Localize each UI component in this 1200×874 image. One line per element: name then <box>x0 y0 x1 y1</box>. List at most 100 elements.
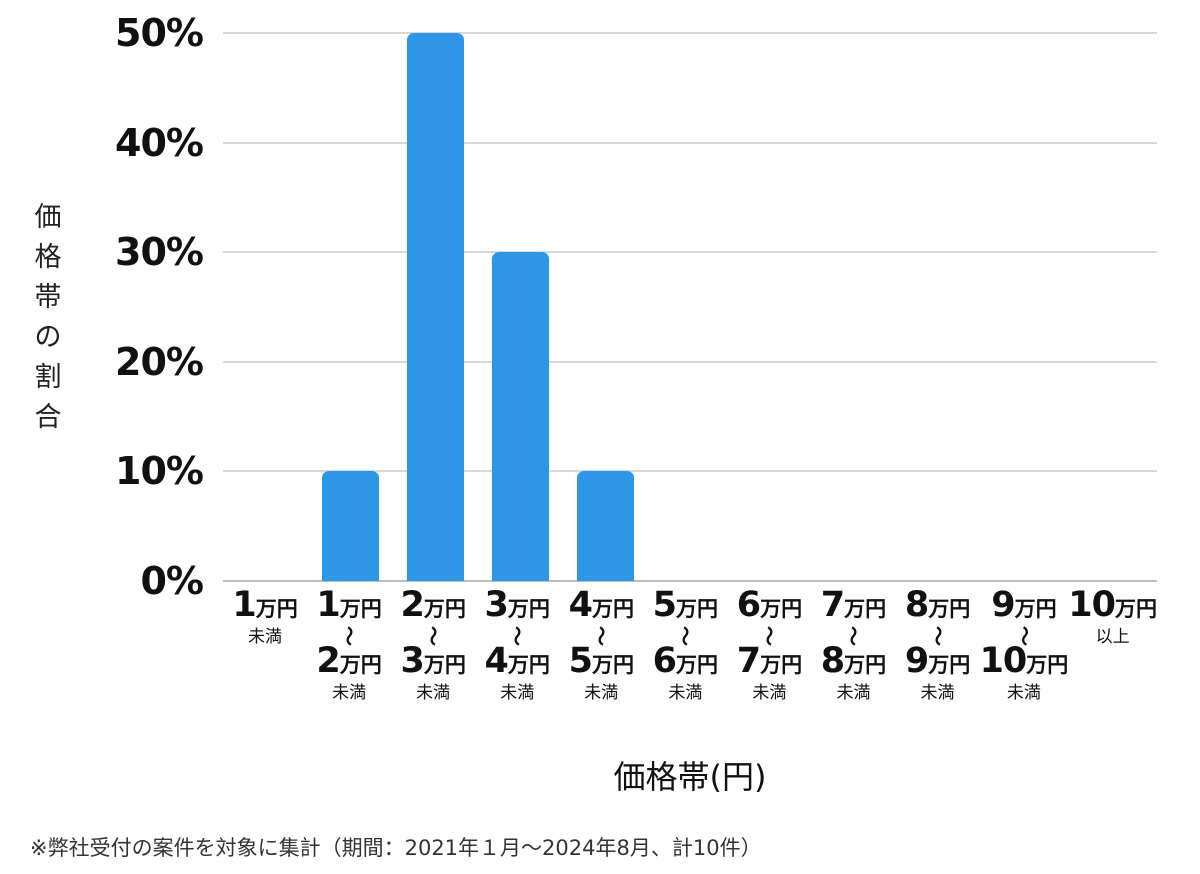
x-label-suffix: 未満 <box>668 683 703 703</box>
bar <box>321 471 379 581</box>
bar <box>406 33 464 581</box>
y-tick-label: 30% <box>115 230 204 275</box>
x-label-number: 3 <box>400 641 424 681</box>
x-label-line: 4万円 <box>559 588 643 626</box>
gridline <box>223 141 1157 144</box>
x-label-unit: 万円 <box>1026 653 1069 677</box>
gridline <box>223 360 1157 363</box>
x-label-suffix: 未満 <box>416 683 451 703</box>
y-axis-title-char: 帯 <box>34 282 62 313</box>
x-label-unit: 万円 <box>255 597 298 621</box>
x-label-line: 2万円 <box>307 644 391 682</box>
y-axis-title-char: 割 <box>34 362 62 393</box>
y-tick-label: 40% <box>115 120 204 165</box>
x-label-number: 6 <box>736 585 761 625</box>
x-label-number: 10 <box>1068 585 1116 625</box>
x-label-tilde: 〜 <box>421 626 446 646</box>
x-label-number: 4 <box>484 641 509 681</box>
x-label-unit: 万円 <box>760 597 803 621</box>
y-tick-label: 10% <box>115 449 204 494</box>
x-label-line: 6万円 <box>727 588 811 626</box>
y-tick-label: 0% <box>140 559 204 603</box>
x-axis-title: 価格帯(円) <box>613 758 767 796</box>
x-label-unit: 万円 <box>1115 597 1157 621</box>
x-label-number: 1 <box>316 585 340 625</box>
x-label-unit: 万円 <box>423 597 466 621</box>
x-label-number: 6 <box>652 641 677 681</box>
x-label-unit: 万円 <box>507 597 550 621</box>
x-label-number: 1 <box>232 585 256 625</box>
x-label-number: 5 <box>652 585 677 625</box>
x-label-number: 10 <box>979 641 1028 681</box>
x-category-label: 9万円〜 10万円 未満 <box>979 588 1069 704</box>
x-label-tilde: 〜 <box>1011 626 1036 646</box>
x-label-tilde: 〜 <box>505 626 530 646</box>
x-label-unit: 万円 <box>676 597 719 621</box>
x-category-label: 1万円〜 2万円 未満 <box>307 588 391 704</box>
x-label-unit: 万円 <box>844 597 887 621</box>
x-label-number: 7 <box>736 641 761 681</box>
x-label-unit: 万円 <box>928 597 971 621</box>
x-label-line: 3万円 <box>391 644 475 682</box>
x-label-line: 1万円 <box>223 588 307 626</box>
x-label-suffix: 未満 <box>332 683 367 703</box>
x-label-line: 7万円 <box>727 644 811 682</box>
bar <box>491 252 549 581</box>
y-axis-title-char: 合 <box>34 402 62 433</box>
x-category-label: 1万円 未満 <box>223 588 307 704</box>
x-label-unit: 万円 <box>844 653 887 677</box>
x-category-label: 8万円〜 9万円 未満 <box>896 588 980 704</box>
x-label-number: 5 <box>568 641 593 681</box>
x-category-label: 4万円〜 5万円 未満 <box>559 588 643 704</box>
x-label-tilde: 〜 <box>337 626 362 646</box>
x-category-label: 6万円〜 7万円 未満 <box>727 588 811 704</box>
x-label-unit: 万円 <box>591 653 634 677</box>
gridline <box>223 580 1157 582</box>
x-label-suffix: 未満 <box>584 683 619 703</box>
x-label-unit: 万円 <box>339 597 382 621</box>
x-label-number: 8 <box>820 641 845 681</box>
x-label-line: 2万円 <box>391 588 475 626</box>
x-label-number: 2 <box>400 585 424 625</box>
x-label-unit: 万円 <box>507 653 550 677</box>
y-tick-label: 50% <box>115 11 204 55</box>
x-label-suffix: 未満 <box>920 683 955 703</box>
x-label-tilde: 〜 <box>925 626 950 646</box>
x-label-line: 3万円 <box>475 588 559 626</box>
y-axis-title: 価格帯の割合 <box>30 198 66 438</box>
x-category-label: 10万円以上 <box>1068 588 1157 704</box>
x-label-tilde: 〜 <box>589 626 614 646</box>
x-label-line: 5万円 <box>643 588 727 626</box>
gridline <box>223 32 1157 34</box>
x-label-line: 4万円 <box>475 644 559 682</box>
x-label-number: 9 <box>904 641 929 681</box>
x-label-tilde: 〜 <box>841 626 866 646</box>
x-label-suffix: 未満 <box>752 683 787 703</box>
x-label-suffix: 未満 <box>836 683 871 703</box>
x-label-line: 6万円 <box>643 644 727 682</box>
bar <box>576 471 634 581</box>
x-label-number: 3 <box>484 585 509 625</box>
y-axis-title-char: 価 <box>34 202 62 233</box>
x-label-unit: 万円 <box>928 653 971 677</box>
y-axis-title-char: 格 <box>34 242 62 273</box>
x-label-line: 7万円 <box>811 588 895 626</box>
gridline <box>223 470 1157 473</box>
x-label-number: 8 <box>904 585 929 625</box>
x-label-unit: 万円 <box>676 653 719 677</box>
x-label-suffix: 未満 <box>1006 683 1041 703</box>
plot-area <box>223 32 1157 582</box>
x-label-unit: 万円 <box>760 653 803 677</box>
x-label-suffix: 未満 <box>500 683 535 703</box>
x-label-number: 9 <box>991 585 1015 625</box>
x-label-suffix: 未満 <box>248 627 283 647</box>
x-label-suffix: 以上 <box>1095 627 1130 647</box>
x-label-unit: 万円 <box>423 653 466 677</box>
x-label-unit: 万円 <box>591 597 634 621</box>
y-axis-title-char: の <box>34 322 62 353</box>
x-category-label: 5万円〜 6万円 未満 <box>643 588 727 704</box>
x-label-unit: 万円 <box>1014 597 1057 621</box>
x-category-label: 7万円〜 8万円 未満 <box>811 588 895 704</box>
gridline <box>223 251 1157 254</box>
